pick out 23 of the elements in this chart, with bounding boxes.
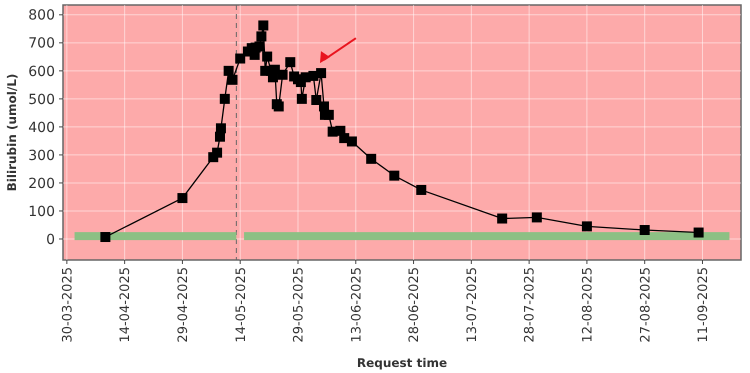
x-tick-label: 12-08-2025 <box>580 267 596 343</box>
y-tick-label: 300 <box>28 148 55 164</box>
y-tick-label: 100 <box>28 204 55 220</box>
y-axis-title: Bilirubin (umol/L) <box>5 74 19 192</box>
x-tick-label: 29-04-2025 <box>176 267 191 343</box>
x-tick-label: 28-06-2025 <box>407 267 422 343</box>
x-tick-label: 13-06-2025 <box>349 267 364 343</box>
y-tick-label: 0 <box>46 232 55 248</box>
x-tick-label: 29-05-2025 <box>292 267 307 343</box>
y-tick-label: 500 <box>28 92 55 108</box>
x-tick-label: 28-07-2025 <box>522 267 538 343</box>
x-tick-label: 30-03-2025 <box>60 267 76 343</box>
x-tick-label: 14-05-2025 <box>234 267 249 343</box>
y-tick-label: 200 <box>28 176 55 192</box>
x-tick-label: 27-08-2025 <box>638 267 654 343</box>
y-tick-label: 800 <box>28 8 55 24</box>
x-tick-label: 11-09-2025 <box>696 267 712 343</box>
x-tick-label: 13-07-2025 <box>464 267 480 343</box>
y-tick-label: 600 <box>28 64 55 80</box>
x-tick-label: 14-04-2025 <box>118 267 134 343</box>
x-axis-title: Request time <box>356 356 448 370</box>
y-tick-label: 400 <box>28 120 55 136</box>
y-tick-label: 700 <box>28 36 55 52</box>
